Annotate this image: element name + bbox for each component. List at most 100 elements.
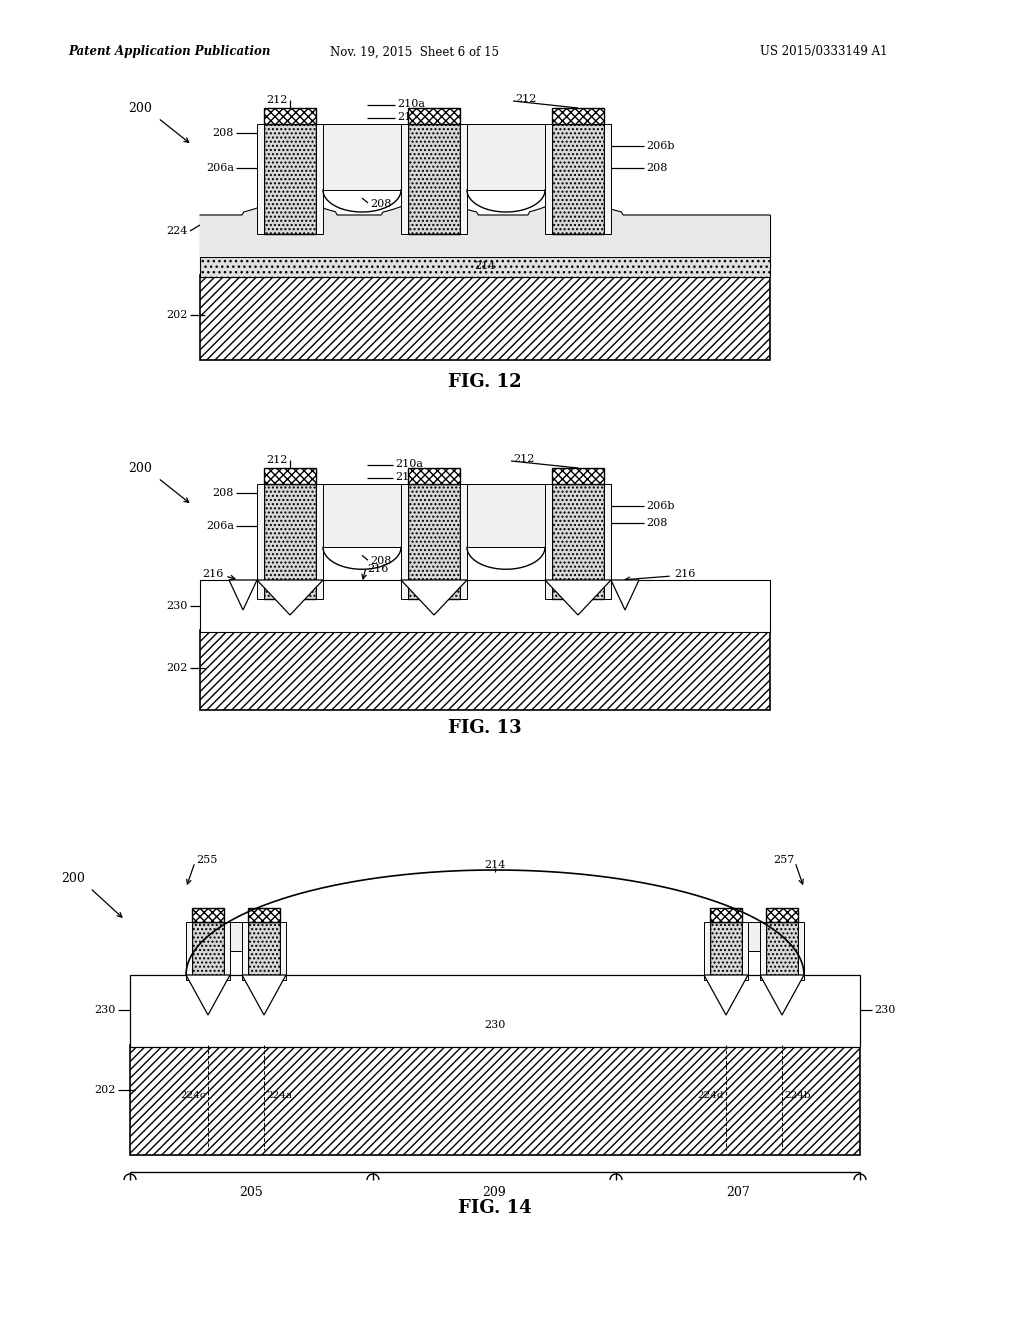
Polygon shape [705,975,748,1015]
Bar [264,124,316,234]
Bar [766,908,798,921]
Text: 208: 208 [370,556,391,566]
Text: US 2015/0333149 A1: US 2015/0333149 A1 [760,45,888,58]
Bar [545,484,552,599]
Bar [316,124,323,234]
Bar [193,921,224,979]
Bar [401,484,408,599]
Polygon shape [760,975,804,1015]
Text: 208: 208 [646,517,668,528]
Bar [552,124,604,234]
Text: 230: 230 [874,1005,895,1015]
Text: Nov. 19, 2015  Sheet 6 of 15: Nov. 19, 2015 Sheet 6 of 15 [331,45,500,58]
Bar [705,921,710,979]
Text: 230: 230 [94,1005,116,1015]
Bar [264,484,316,599]
Bar [401,124,408,234]
Bar [604,124,611,234]
Text: FIG. 12: FIG. 12 [449,374,522,391]
Text: 209: 209 [482,1185,507,1199]
Bar [460,484,467,599]
Text: 224d: 224d [697,1090,724,1100]
Text: 206b: 206b [646,141,675,150]
Bar [760,921,766,979]
Text: 204: 204 [312,147,334,156]
Text: 207: 207 [726,1185,750,1199]
Polygon shape [242,975,286,1015]
Bar [200,630,770,710]
Polygon shape [545,579,611,615]
Text: 257: 257 [773,855,794,865]
Text: 208: 208 [213,128,234,139]
Text: 212: 212 [266,455,288,465]
Text: 210a: 210a [395,459,423,469]
Bar [200,579,770,632]
Bar [408,124,460,234]
Text: 224b: 224b [784,1090,811,1100]
Text: FIG. 14: FIG. 14 [458,1199,531,1217]
Bar [742,921,748,979]
Text: 205: 205 [240,1185,263,1199]
Bar [200,215,770,257]
Text: 224a: 224a [266,1090,292,1100]
Bar [460,124,467,234]
Bar [200,255,770,277]
Bar [257,124,264,234]
Bar [316,484,323,599]
Bar [552,484,604,599]
Text: 210b: 210b [395,473,424,482]
Text: 200: 200 [61,871,85,884]
Bar [242,921,248,979]
Bar [467,484,545,548]
Text: 230: 230 [167,601,188,611]
Text: 210b: 210b [397,112,426,121]
Polygon shape [257,579,323,615]
Bar [604,484,611,599]
Bar [130,1045,860,1155]
Polygon shape [186,975,230,1015]
Text: 216: 216 [367,564,388,574]
Text: 208: 208 [370,199,391,209]
Text: 204: 204 [312,506,334,516]
Bar [545,124,552,234]
Bar [552,108,604,124]
Bar [467,124,545,190]
Text: 212: 212 [513,454,535,465]
Text: 206a: 206a [206,162,234,173]
Text: 214: 214 [474,261,496,271]
Text: 212: 212 [266,95,288,106]
Text: 224: 224 [167,226,188,236]
Bar [408,108,460,124]
Text: 255: 255 [196,855,217,865]
Text: 202: 202 [167,663,188,673]
Text: 208: 208 [213,488,234,498]
Text: 212: 212 [515,94,537,104]
Bar [710,921,742,979]
Text: 216: 216 [203,569,224,579]
Text: 200: 200 [128,462,152,474]
Bar [224,921,230,979]
Text: 200: 200 [128,102,152,115]
Bar [248,908,280,921]
Bar [408,484,460,599]
Text: 210a: 210a [397,99,425,110]
Text: 202: 202 [167,310,188,319]
Text: 202: 202 [94,1085,116,1096]
Text: FIG. 13: FIG. 13 [449,719,522,737]
Bar [280,921,286,979]
Text: 224c: 224c [180,1090,206,1100]
Bar [323,484,401,548]
Bar [323,124,401,190]
Bar [193,908,224,921]
Bar [230,921,242,950]
Bar [248,921,280,979]
Bar [552,469,604,484]
Polygon shape [229,579,257,610]
Bar [130,975,860,1047]
Bar [257,484,264,599]
Bar [186,921,193,979]
Text: 206a: 206a [206,521,234,531]
Bar [200,275,770,360]
Polygon shape [611,579,639,610]
Text: 230: 230 [484,1020,506,1030]
